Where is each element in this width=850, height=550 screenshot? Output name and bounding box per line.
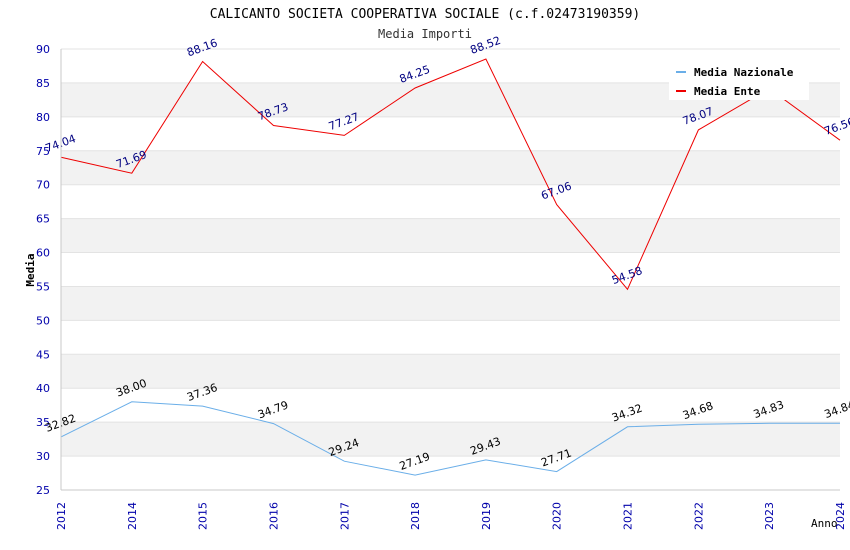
y-tick-label: 90 [36,43,50,56]
x-tick-label: 2018 [409,502,422,530]
y-tick-label: 70 [36,179,50,192]
legend-box [669,60,809,100]
y-tick-label: 75 [36,145,50,158]
x-tick-label: 2015 [197,502,210,530]
data-label: 84.25 [398,63,432,86]
grid-band [61,354,840,389]
grid-band [61,422,840,457]
grid-band [61,286,840,321]
x-tick-label: 2019 [480,502,493,530]
y-tick-label: 30 [36,450,50,463]
data-label: 76.56 [823,115,850,138]
x-axis-label: Anno [811,517,838,530]
y-tick-label: 45 [36,348,50,361]
data-label: 34.84 [823,398,850,421]
y-tick-label: 65 [36,213,50,226]
y-tick-label: 55 [36,280,50,293]
x-tick-label: 2022 [692,502,705,530]
x-tick-labels: 2012 2014 2015 2016 2017 2018 2019 2020 2021 2022… [55,502,847,530]
legend: Media Nazionale Media Ente [669,60,809,100]
x-tick-label: 2012 [55,502,68,530]
y-tick-label: 60 [36,247,50,260]
y-tick-labels: 25 30 35 40 45 50 55 60 65 70 75 80 85 90 [36,43,50,497]
x-tick-label: 2020 [551,502,564,530]
legend-label: Media Nazionale [694,66,794,79]
y-tick-label: 35 [36,416,50,429]
data-label: 54.58 [610,264,644,287]
data-label: 88.16 [185,36,219,59]
series-line [60,401,841,476]
data-label: 34.32 [610,402,644,425]
chart-subtitle: Media Importi [378,27,472,41]
axes [60,49,840,491]
chart-title: CALICANTO SOCIETA COOPERATIVA SOCIALE (c… [210,7,640,22]
x-tick-label: 2021 [622,502,635,530]
x-tick-label: 2023 [763,502,776,530]
y-tick-label: 50 [36,314,50,327]
series-line [60,58,841,291]
data-label: 34.68 [681,399,715,422]
data-label: 34.79 [256,398,290,421]
y-tick-label: 25 [36,484,50,497]
x-tick-label: 2016 [267,502,280,530]
grid-band [61,150,840,185]
y-tick-label: 40 [36,382,50,395]
data-label: 88.52 [468,34,502,57]
grid-band [61,218,840,253]
y-tick-label: 85 [36,77,50,90]
x-tick-label: 2014 [126,502,139,530]
legend-label: Media Ente [694,85,761,98]
x-tick-label: 2017 [338,502,351,530]
y-tick-label: 80 [36,111,50,124]
y-axis-label: Media [24,253,37,286]
series-lines [60,58,841,476]
x-tick-label: 2024 [834,502,847,530]
data-label: 34.83 [752,398,786,421]
